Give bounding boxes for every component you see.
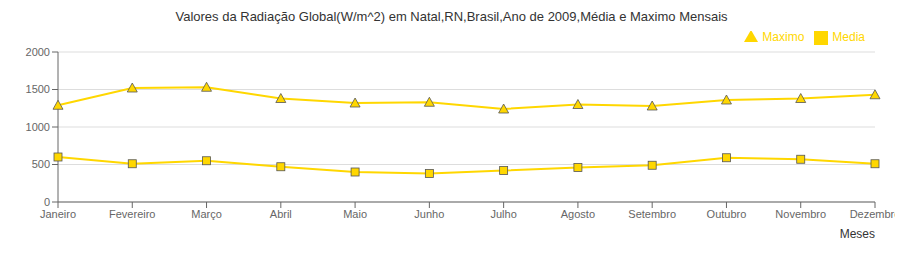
svg-text:Junho: Junho <box>414 208 444 220</box>
html-text:Maximo: Maximo <box>762 30 805 44</box>
svg-text:Agosto: Agosto <box>561 208 595 220</box>
svg-text:2000: 2000 <box>26 46 50 58</box>
svg-text:Maio: Maio <box>343 208 367 220</box>
svg-text:0: 0 <box>44 196 50 208</box>
html-text:Meses: Meses <box>839 227 875 241</box>
svg-text:Abril: Abril <box>270 208 292 220</box>
svg-text:Dezembro: Dezembro <box>850 208 895 220</box>
html-text:Media: Media <box>832 30 865 44</box>
svg-text:500: 500 <box>32 158 50 170</box>
svg-text:Janeiro: Janeiro <box>40 208 76 220</box>
svg-text:Novembro: Novembro <box>775 208 826 220</box>
svg-text:Outubro: Outubro <box>707 208 747 220</box>
svg-text:Julho: Julho <box>490 208 516 220</box>
svg-text:1500: 1500 <box>26 83 50 95</box>
svg-text:Março: Março <box>191 208 222 220</box>
html-text:Valores da Radiação Global(W/m: Valores da Radiação Global(W/m^2) em Nat… <box>175 9 728 24</box>
svg-text:Setembro: Setembro <box>628 208 676 220</box>
svg-text:1000: 1000 <box>26 121 50 133</box>
svg-text:Fevereiro: Fevereiro <box>109 208 155 220</box>
